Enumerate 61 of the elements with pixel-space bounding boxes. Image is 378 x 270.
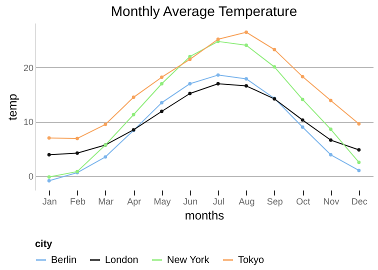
point (329, 153, 332, 156)
x-tick-label: Aug (238, 196, 255, 206)
point (244, 44, 248, 47)
point (47, 175, 51, 179)
point (300, 74, 304, 78)
point (47, 136, 51, 140)
point (329, 98, 332, 102)
point (76, 151, 79, 155)
x-tick-label: May (154, 196, 172, 206)
point (300, 118, 304, 122)
point (188, 92, 192, 96)
point (47, 153, 51, 156)
point (272, 65, 276, 69)
point (216, 82, 220, 86)
point (357, 148, 361, 152)
point (216, 73, 220, 77)
point (160, 110, 164, 114)
point (329, 138, 332, 142)
point (132, 96, 136, 100)
x-tick-label: Sep (266, 196, 283, 206)
y-tick-label: 10 (23, 117, 34, 128)
point (188, 58, 192, 62)
chart-title: Monthly Average Temperature (110, 3, 298, 19)
point (104, 122, 108, 126)
y-tick-label: 0 (28, 171, 34, 182)
legend-label: London (105, 255, 138, 266)
legend-title: city (35, 239, 53, 250)
legend-label: Tokyo (238, 255, 265, 266)
legend-label: New York (167, 255, 210, 266)
point (357, 122, 361, 126)
x-tick-label: Jan (42, 196, 57, 206)
point (244, 30, 248, 34)
x-tick-label: Feb (70, 196, 86, 206)
x-tick-label: Mar (98, 196, 114, 206)
point (132, 112, 136, 116)
point (300, 98, 304, 102)
point (272, 48, 276, 52)
legend-label: Berlin (51, 255, 77, 266)
point (76, 136, 79, 140)
point (160, 82, 164, 86)
point (188, 82, 192, 86)
point (160, 75, 164, 79)
point (216, 38, 220, 41)
x-tick-label: Jun (183, 196, 198, 206)
point (104, 155, 108, 159)
point (160, 100, 164, 104)
point (329, 128, 332, 131)
y-tick-label: 20 (23, 62, 34, 73)
x-tick-label: Dec (351, 196, 368, 206)
point (300, 125, 304, 129)
x-tick-label: Jul (212, 196, 224, 206)
x-tick-label: Oct (296, 196, 311, 206)
point (244, 77, 248, 81)
x-tick-label: Apr (127, 196, 142, 206)
x-axis-title: months (184, 208, 224, 222)
point (47, 179, 51, 183)
y-axis-title: temp (5, 93, 20, 120)
x-tick-label: Nov (323, 196, 340, 206)
point (244, 84, 248, 88)
point (357, 168, 361, 172)
point (357, 160, 361, 164)
